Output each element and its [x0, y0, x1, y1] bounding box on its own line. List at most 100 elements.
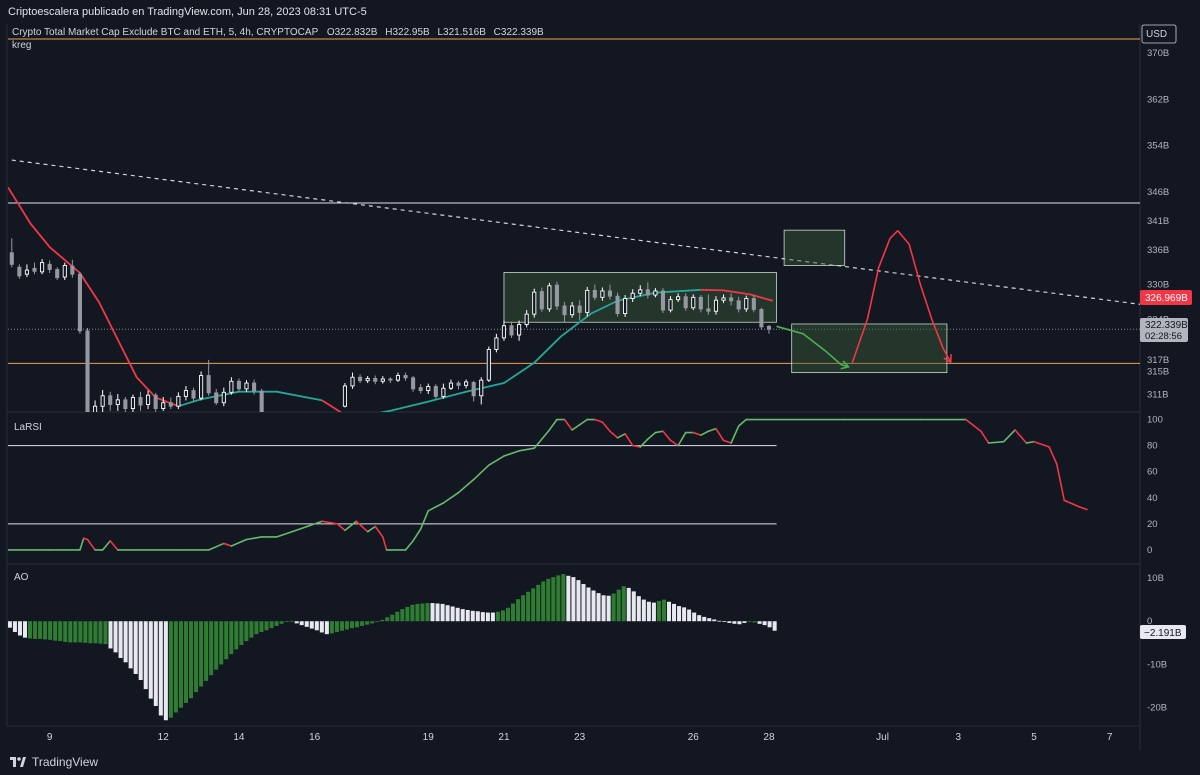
ao-bar: [400, 609, 405, 622]
zone-box-0: [783, 229, 846, 266]
larsi-segment: [276, 530, 293, 538]
larsi-segment: [1025, 440, 1035, 444]
currency-box[interactable]: [1141, 24, 1177, 44]
larsi-segment: [503, 450, 520, 457]
ao-bar: [289, 620, 294, 622]
ao-bar: [385, 617, 390, 622]
ao-bar: [375, 621, 380, 623]
ao-bar: [395, 611, 400, 622]
ao-bar: [631, 591, 636, 622]
ao-bar: [581, 584, 586, 622]
candle-body-12: [100, 395, 105, 407]
ao-bar: [596, 593, 601, 622]
candle-body-88: [751, 298, 756, 310]
x-tick-label: 19: [423, 732, 435, 743]
ao-bar: [611, 593, 616, 622]
ao-bar: [692, 612, 697, 622]
ao-pane[interactable]: [8, 574, 777, 721]
ao-bar: [249, 621, 254, 638]
x-tick-label: 28: [763, 732, 775, 743]
larsi-segment: [707, 427, 717, 433]
candle-body-37: [365, 377, 370, 382]
ao-bar: [334, 621, 339, 633]
candle-body-63: [562, 305, 567, 316]
ao-bar: [224, 621, 229, 660]
candle-body-39: [380, 378, 385, 382]
ao-bar: [73, 621, 78, 643]
price-badge-gray-text: 322.339B: [1145, 320, 1188, 331]
projection-arrowhead-red: [943, 354, 952, 364]
y-tick-label: 311B: [1147, 390, 1168, 401]
price-pane[interactable]: [8, 38, 1140, 470]
ao-bar: [48, 621, 53, 640]
candle-body-0: [9, 252, 14, 265]
projection-red: [851, 229, 952, 364]
candle-body-84: [721, 297, 726, 301]
candle-body-69: [607, 290, 613, 297]
larsi-segment: [692, 431, 702, 436]
larsi-segment: [382, 536, 388, 551]
candle-body-71: [623, 298, 628, 315]
kreg-label: kreg: [12, 40, 31, 51]
ohlc-close: C322.339B: [494, 27, 544, 38]
candle-body-29: [229, 380, 234, 393]
ao-bar: [521, 595, 526, 622]
candle-body-76: [660, 290, 666, 311]
candle-body-86: [736, 300, 741, 310]
ao-bar: [480, 612, 485, 622]
ao-bar: [239, 621, 244, 645]
ao-bar: [229, 621, 234, 655]
larsi-segment: [594, 418, 604, 423]
ao-bar: [168, 621, 173, 718]
x-tick-label: Jul: [876, 732, 889, 743]
x-tick-label: 3: [955, 732, 961, 743]
larsi-segment: [639, 438, 649, 448]
ao-bar: [576, 580, 581, 622]
ao-bar: [682, 607, 687, 622]
y-tick-label: 354B: [1147, 141, 1169, 152]
candle-body-81: [698, 296, 703, 310]
candle-body-45: [426, 386, 431, 392]
larsi-segment: [722, 439, 732, 444]
candle-body-52: [479, 379, 484, 397]
ao-bar: [93, 621, 98, 644]
candle-body-90: [766, 325, 772, 330]
larsi-segment: [488, 455, 505, 466]
candle-body-18: [146, 394, 151, 405]
ao-bar: [717, 620, 722, 622]
candle-body-79: [683, 296, 688, 309]
candle-body-19: [153, 394, 158, 409]
larsi-segment: [79, 537, 85, 551]
larsi-segment: [624, 433, 634, 447]
larsi-segment: [669, 439, 679, 447]
ao-bar: [666, 601, 672, 622]
x-tick-label: 14: [233, 732, 245, 743]
ao-y-tick-label: -20B: [1147, 703, 1167, 714]
ao-bar: [324, 621, 329, 635]
ao-bar: [722, 621, 727, 623]
candle-body-65: [577, 305, 582, 313]
larsi-segment: [344, 520, 358, 532]
y-tick-label: 315B: [1147, 366, 1169, 377]
ao-bar: [123, 621, 128, 663]
y-tick-label: 317B: [1147, 355, 1169, 366]
tradingview-logo[interactable]: TradingView: [10, 755, 98, 769]
ao-bar: [78, 621, 83, 643]
countdown-text: 02:28:56: [1145, 331, 1182, 342]
larsi-segment: [1033, 440, 1050, 448]
x-tick-label: 23: [574, 732, 586, 743]
ao-y-tick-label: -10B: [1147, 659, 1167, 670]
larsi-pane[interactable]: [8, 418, 1088, 551]
ao-bar: [495, 611, 500, 622]
candle-body-78: [676, 296, 681, 301]
ao-bar: [772, 621, 777, 631]
ao-bar: [259, 621, 264, 633]
chart-canvas[interactable]: 370B362B354B346B341B336B330B324B317B315B…: [0, 0, 1200, 750]
brand-text: TradingView: [32, 755, 99, 769]
ao-bar: [344, 621, 350, 630]
ao-bar: [516, 599, 521, 622]
ao-bar: [350, 621, 355, 629]
ao-bar: [661, 599, 666, 622]
larsi-y-tick-label: 60: [1147, 467, 1158, 478]
ao-bar: [339, 621, 344, 631]
